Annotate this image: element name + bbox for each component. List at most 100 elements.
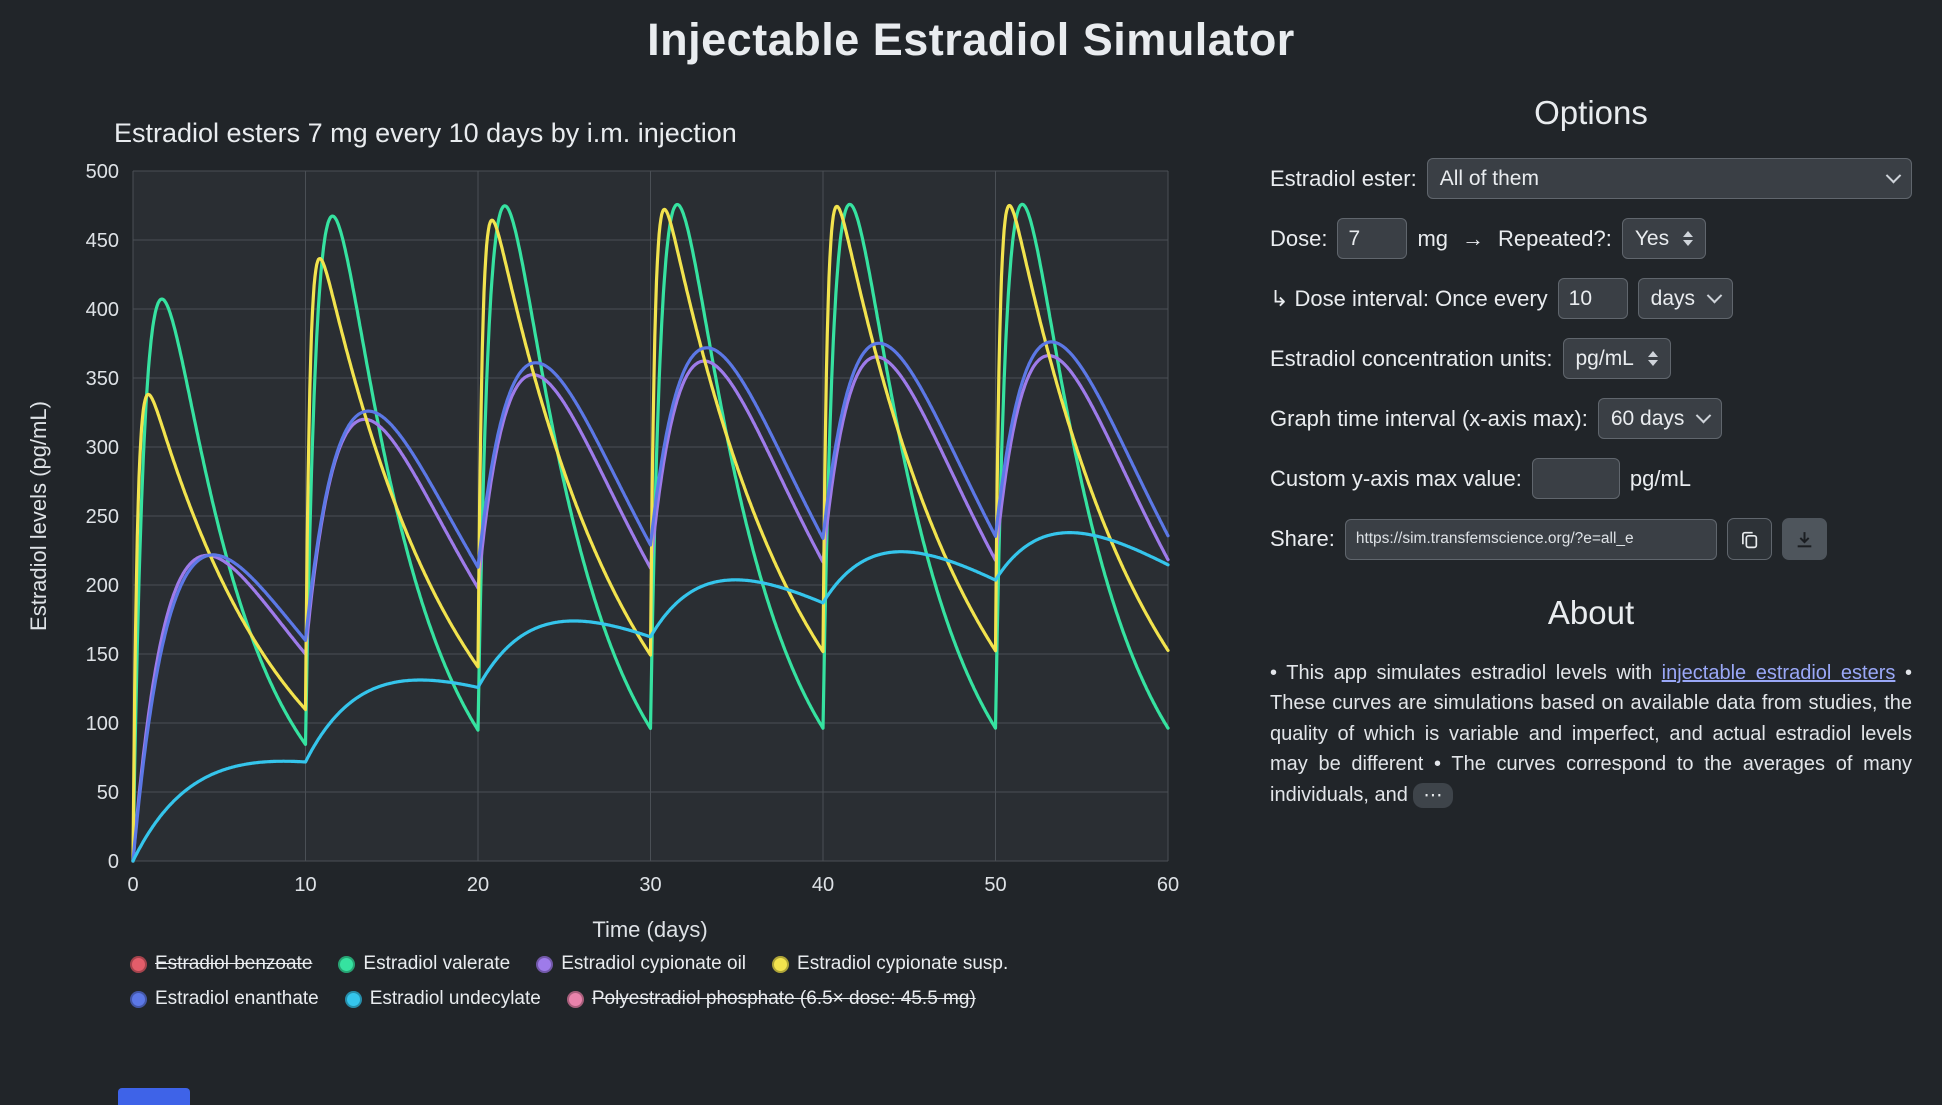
download-button[interactable] <box>1781 518 1827 560</box>
ester-select[interactable]: All of them <box>1426 158 1912 199</box>
units-row: Estradiol concentration units: pg/mL <box>1270 338 1912 379</box>
curves <box>131 202 1170 863</box>
x-tick-label: 50 <box>984 874 1006 896</box>
main-layout: Estradiol esters 7 mg every 10 days by i… <box>0 92 1942 1010</box>
y-tick-label: 250 <box>86 506 119 528</box>
about-text-part1: • This app simulates estradiol levels wi… <box>1270 662 1662 684</box>
legend-label: Estradiol enanthate <box>155 988 319 1009</box>
legend-item-estradiol-benzoate[interactable]: Estradiol benzoate <box>130 953 312 975</box>
dose-interval-row: ↳ Dose interval: Once every days <box>1270 278 1912 319</box>
x-tick-label: 0 <box>127 874 138 896</box>
curve-estradiol-undecylate <box>131 531 1170 863</box>
y-max-input[interactable] <box>1531 458 1620 499</box>
injectable-esters-link[interactable]: injectable estradiol esters <box>1661 662 1896 684</box>
chart-title: Estradiol esters 7 mg every 10 days by i… <box>114 118 737 148</box>
curve-estradiol-cypionate-susp <box>131 203 1170 863</box>
legend-item-estradiol-undecylate[interactable]: Estradiol undecylate <box>344 988 541 1010</box>
legend-dot <box>566 990 584 1008</box>
about-text: • This app simulates estradiol levels wi… <box>1270 658 1912 810</box>
y-max-unit-label: pg/mL <box>1629 465 1692 491</box>
x-axis-title: Time (days) <box>592 917 707 942</box>
page-title: Injectable Estradiol Simulator <box>647 14 1295 65</box>
repeated-select-value: Yes <box>1634 226 1670 250</box>
ester-row: Estradiol ester: All of them <box>1270 158 1912 199</box>
units-label: Estradiol concentration units: <box>1270 345 1553 371</box>
share-label: Share: <box>1270 526 1335 551</box>
copy-icon <box>1741 531 1757 548</box>
time-interval-value: 60 days <box>1610 406 1685 430</box>
share-row: Share: <box>1270 518 1912 560</box>
interval-unit-value: days <box>1650 286 1696 310</box>
legend-label: Estradiol valerate <box>363 953 511 974</box>
y-tick-label: 500 <box>86 161 119 183</box>
legend-item-polyestradiol-phosphate[interactable]: Polyestradiol phosphate (6.5× dose: 45.5… <box>566 988 976 1010</box>
options-panel: Options Estradiol ester: All of them Dos… <box>1228 92 1932 1010</box>
time-interval-select[interactable]: 60 days <box>1597 398 1723 439</box>
y-tick-label: 200 <box>86 575 119 597</box>
repeated-select[interactable]: Yes <box>1621 218 1707 259</box>
units-select[interactable]: pg/mL <box>1562 338 1671 379</box>
about-heading: About <box>1547 594 1635 631</box>
chevron-down-icon <box>1885 167 1902 184</box>
x-tick-label: 30 <box>639 874 661 896</box>
chevron-down-icon <box>1696 407 1712 424</box>
about-expand-button[interactable]: ⋯ <box>1413 782 1454 808</box>
axis-ticks: 0 50 100 150 200 250 300 350 400 450 500 0 10 20 30 40 5… <box>86 161 1180 896</box>
curve-estradiol-enanthate <box>131 340 1170 863</box>
interval-unit-select[interactable]: days <box>1637 278 1734 319</box>
arrow-right-icon: → <box>1462 225 1485 251</box>
legend-label: Estradiol benzoate <box>155 953 313 974</box>
dose-input[interactable] <box>1337 218 1408 259</box>
y-tick-label: 100 <box>86 713 119 735</box>
chart-section: Estradiol esters 7 mg every 10 days by i… <box>18 92 1228 1010</box>
x-tick-label: 40 <box>812 874 834 896</box>
dose-interval-label: ↳ Dose interval: Once every <box>1270 285 1548 311</box>
share-url-input[interactable] <box>1344 518 1717 560</box>
y-tick-label: 0 <box>108 851 119 873</box>
legend-label: Polyestradiol phosphate (6.5× dose: 45.5… <box>591 988 976 1009</box>
select-updown-icon <box>1683 231 1694 246</box>
y-axis-title: Estradiol levels (pg/mL) <box>26 401 51 631</box>
time-interval-row: Graph time interval (x-axis max): 60 day… <box>1270 398 1912 439</box>
curve-estradiol-valerate <box>131 202 1170 863</box>
chevron-down-icon <box>1706 287 1723 304</box>
copy-share-button[interactable] <box>1726 518 1772 560</box>
legend-dot <box>338 955 356 973</box>
y-tick-label: 150 <box>86 644 119 666</box>
x-tick-label: 60 <box>1157 874 1179 896</box>
legend-label: Estradiol undecylate <box>369 988 541 1009</box>
y-max-row: Custom y-axis max value: pg/mL <box>1270 458 1912 499</box>
dose-interval-input[interactable] <box>1557 278 1628 319</box>
legend-item-estradiol-cypionate-oil[interactable]: Estradiol cypionate oil <box>536 953 746 975</box>
legend-dot <box>344 990 362 1008</box>
dose-label: Dose: <box>1270 225 1328 251</box>
legend-item-estradiol-enanthate[interactable]: Estradiol enanthate <box>130 988 319 1010</box>
y-tick-label: 400 <box>86 299 119 321</box>
y-max-label: Custom y-axis max value: <box>1270 465 1522 491</box>
dose-unit-label: mg <box>1417 225 1449 251</box>
dose-row: Dose: mg → Repeated?: Yes <box>1270 218 1912 259</box>
legend-label: Estradiol cypionate oil <box>561 953 747 974</box>
chart-legend: Estradiol benzoate Estradiol valerate Estr… <box>130 953 1070 1010</box>
ester-select-value: All of them <box>1439 166 1539 190</box>
ester-label: Estradiol ester: <box>1270 165 1417 191</box>
legend-item-estradiol-valerate[interactable]: Estradiol valerate <box>338 953 510 975</box>
download-icon <box>1797 531 1812 547</box>
legend-dot <box>130 955 147 973</box>
x-tick-label: 10 <box>294 874 316 896</box>
time-interval-label: Graph time interval (x-axis max): <box>1270 405 1588 431</box>
repeated-label: Repeated?: <box>1498 225 1612 251</box>
y-tick-label: 350 <box>86 368 119 390</box>
x-tick-label: 20 <box>467 874 489 896</box>
about-text-part2: • These curves are simulations based on … <box>1270 662 1912 806</box>
y-tick-label: 50 <box>97 782 119 804</box>
y-tick-label: 300 <box>86 437 119 459</box>
y-tick-label: 450 <box>86 230 119 252</box>
legend-dot <box>536 955 554 973</box>
legend-item-estradiol-cypionate-susp[interactable]: Estradiol cypionate susp. <box>772 953 1008 975</box>
legend-label: Estradiol cypionate susp. <box>797 953 1009 974</box>
legend-dot <box>130 990 147 1008</box>
units-select-value: pg/mL <box>1575 346 1634 370</box>
chart-canvas[interactable]: 0 50 100 150 200 250 300 350 400 450 500 0 10 20 30 40 5… <box>18 159 1208 949</box>
select-updown-icon <box>1647 351 1658 366</box>
